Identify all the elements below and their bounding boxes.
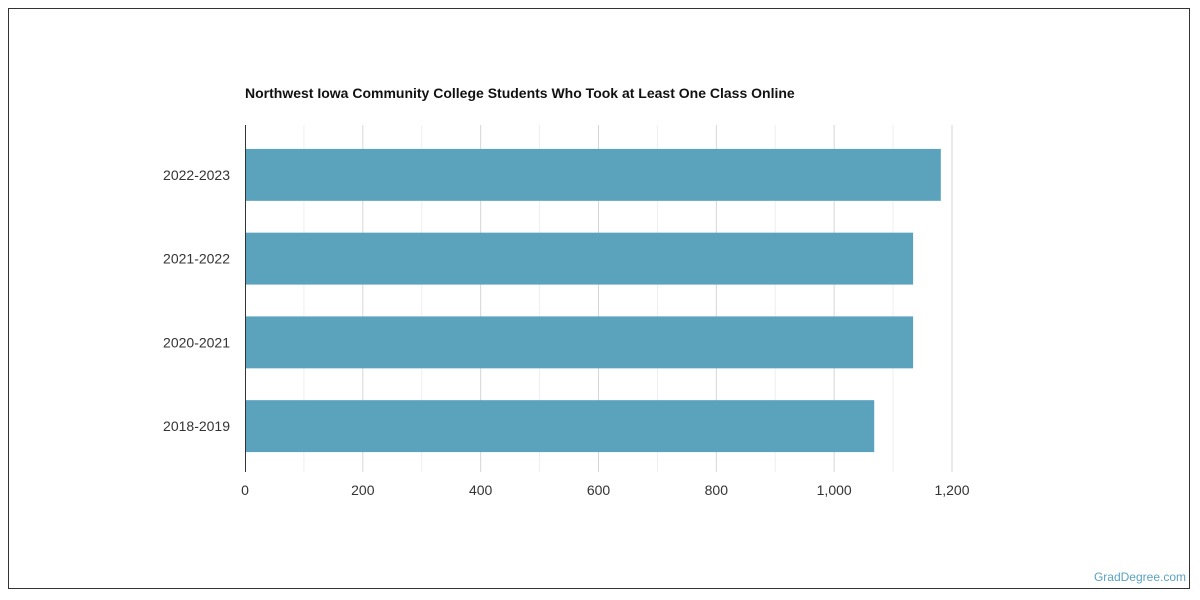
x-tick-label: 600 [587, 482, 611, 498]
x-tick-label: 0 [241, 482, 249, 498]
bar-2018-2019[interactable] [245, 400, 875, 453]
x-tick-label: 200 [351, 482, 375, 498]
category-label: 2020-2021 [163, 334, 230, 350]
category-label: 2021-2022 [163, 251, 230, 267]
credit-link[interactable]: GradDegree.com [1093, 570, 1186, 584]
bar-2021-2022[interactable] [245, 232, 914, 285]
x-tick-label: 1,000 [817, 482, 852, 498]
bars [245, 148, 941, 453]
x-tick-labels: 0 200 400 600 800 1,000 1,200 [241, 482, 970, 498]
x-tick-label: 1,200 [934, 482, 969, 498]
chart-title: Northwest Iowa Community College Student… [245, 85, 795, 101]
bar-2022-2023[interactable] [245, 148, 941, 201]
x-tick-label: 400 [469, 482, 493, 498]
category-label: 2018-2019 [163, 418, 230, 434]
bar-2020-2021[interactable] [245, 316, 914, 369]
category-label: 2022-2023 [163, 167, 230, 183]
x-tick-label: 800 [705, 482, 729, 498]
category-labels: 2022-2023 2021-2022 2020-2021 2018-2019 [163, 167, 230, 434]
